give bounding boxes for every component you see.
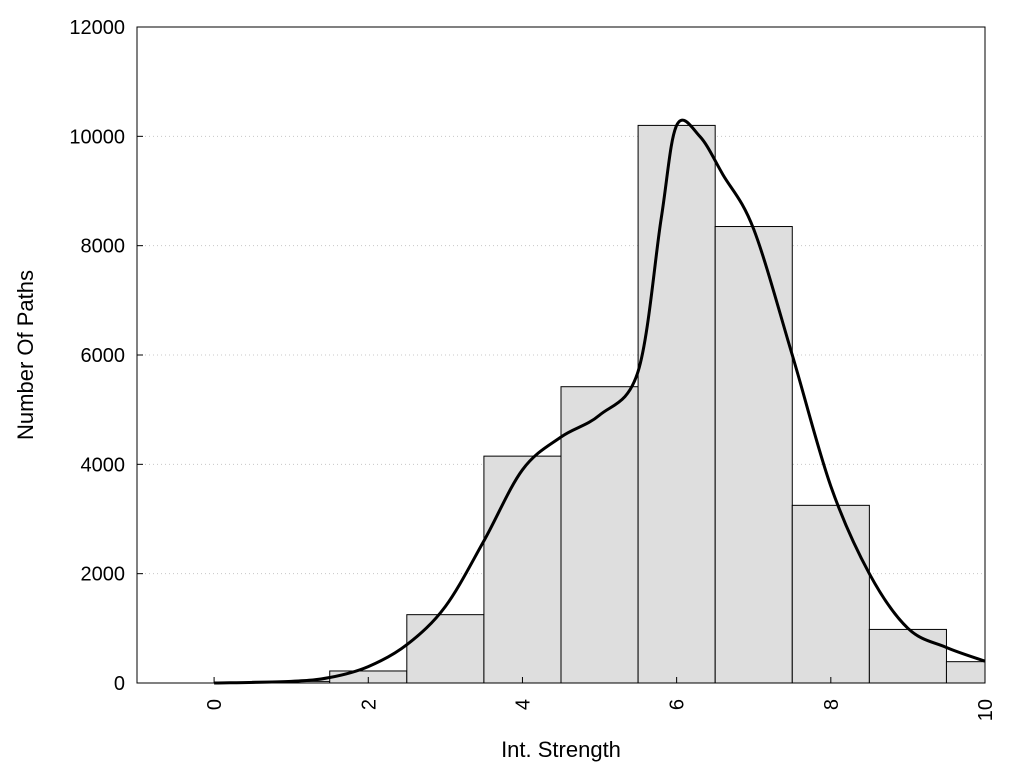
histogram-bar: [945, 661, 986, 684]
x-tick-label: 6: [667, 699, 689, 710]
x-tick-label: 10: [975, 699, 997, 721]
x-tick-label: 2: [358, 699, 380, 710]
y-tick-label: 6000: [81, 345, 126, 367]
y-tick-label: 8000: [81, 236, 126, 258]
y-tick-label: 4000: [81, 454, 126, 476]
y-tick-label: 12000: [69, 17, 125, 39]
histogram-bar: [868, 628, 947, 684]
histogram-bar: [714, 226, 793, 684]
histogram-bar: [406, 614, 485, 684]
x-tick-label: 4: [512, 699, 534, 710]
y-axis-ticks: 0 2000 4000 6000 8000 10000 12000: [69, 17, 143, 695]
histogram-bar: [560, 386, 639, 684]
x-axis-ticks: 0 2 4 6 8 10: [204, 677, 997, 721]
y-tick-label: 10000: [69, 126, 125, 148]
histogram-bar: [637, 124, 716, 684]
x-tick-label: 0: [204, 699, 226, 710]
x-tick-label: 8: [821, 699, 843, 710]
density-curve: [214, 118, 986, 685]
y-tick-label: 0: [114, 673, 125, 695]
y-tick-label: 2000: [81, 564, 126, 586]
y-axis-label: Number Of Paths: [13, 270, 38, 440]
histogram-bars: [252, 124, 986, 684]
histogram-bar: [791, 504, 870, 684]
histogram-bar: [483, 455, 562, 684]
x-axis-label: Int. Strength: [501, 737, 621, 762]
